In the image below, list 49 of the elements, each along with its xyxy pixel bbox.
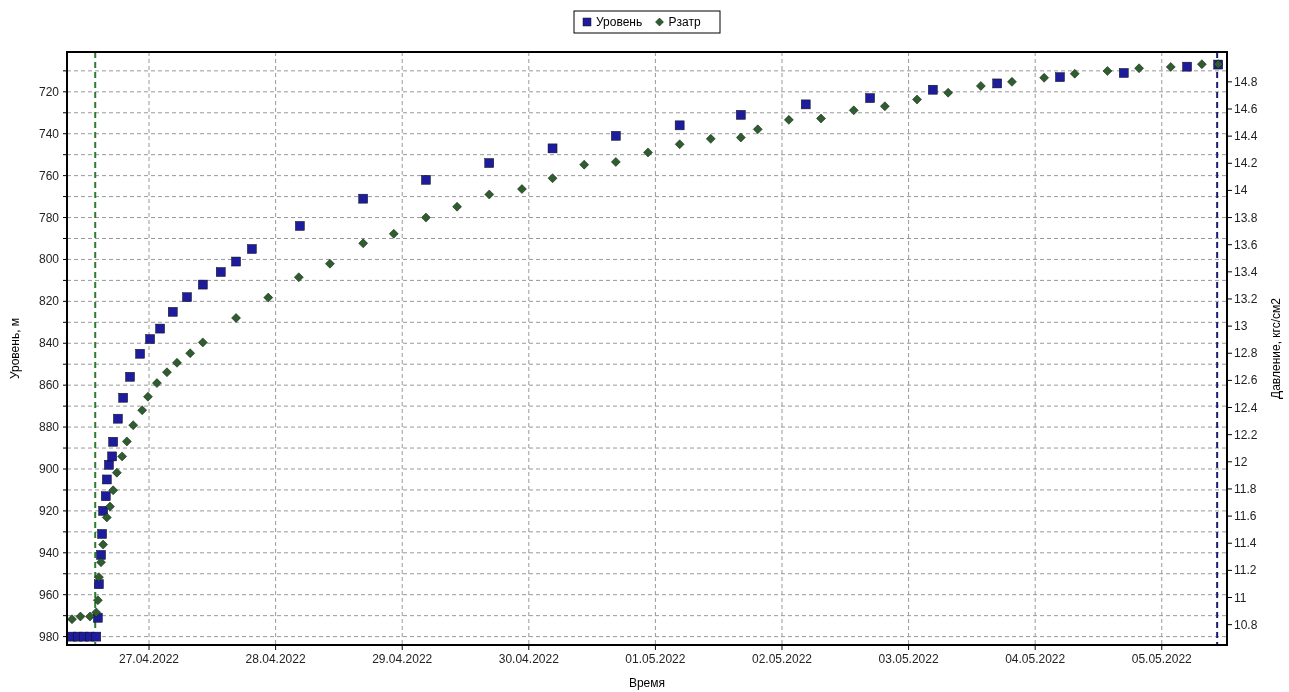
y-tick-label: 860	[38, 378, 60, 393]
legend-label: Рзатр	[668, 15, 701, 29]
y2-axis-title: Давление, кгс/см2	[1269, 297, 1283, 399]
x-tick-label: 28.04.2022	[245, 652, 306, 666]
y-tick-label: 900	[38, 461, 60, 476]
y2-tick-label: 12.4	[1234, 400, 1258, 415]
y-tick-label: 720	[38, 84, 60, 99]
y-tick-label: 980	[38, 629, 60, 644]
y2-tick-label: 13.2	[1234, 291, 1258, 306]
y-tick-label: 880	[38, 420, 60, 435]
x-axis-title: Время	[628, 676, 666, 690]
x-tick-label: 03.05.2022	[878, 652, 939, 666]
y-tick-label: 780	[38, 210, 60, 225]
y-tick-label: 940	[38, 545, 60, 560]
y2-tick-label: 12.6	[1234, 373, 1258, 388]
y2-tick-label: 12	[1234, 454, 1248, 469]
y2-tick-label: 11.6	[1234, 509, 1257, 524]
y2-tick-label: 13.8	[1234, 210, 1258, 225]
y2-tick-label: 12.2	[1234, 427, 1258, 442]
y-tick-label: 840	[38, 336, 60, 351]
x-tick-label: 05.05.2022	[1131, 652, 1193, 666]
y2-tick-label: 12.8	[1234, 346, 1258, 361]
y-tick-label: 920	[38, 503, 60, 518]
y2-tick-label: 14.8	[1234, 74, 1258, 89]
y-tick-label: 960	[38, 587, 60, 602]
y2-tick-label: 13	[1234, 319, 1248, 334]
y2-tick-label: 14.2	[1234, 156, 1258, 171]
y-tick-label: 820	[38, 294, 60, 309]
x-tick-label: 29.04.2022	[372, 652, 433, 666]
y2-tick-label: 11	[1234, 590, 1247, 605]
y2-tick-label: 14.6	[1234, 101, 1258, 116]
y2-tick-label: 11.4	[1234, 536, 1257, 551]
x-tick-label: 04.05.2022	[1005, 652, 1066, 666]
y2-tick-label: 10.8	[1234, 617, 1258, 632]
x-tick-label: 01.05.2022	[625, 652, 686, 666]
y2-tick-label: 13.6	[1234, 237, 1258, 252]
y2-tick-label: 13.4	[1234, 264, 1258, 279]
y-tick-label: 740	[38, 126, 60, 141]
y2-tick-label: 11.2	[1234, 563, 1257, 578]
y2-tick-label: 14	[1234, 183, 1248, 198]
y-tick-label: 800	[38, 252, 60, 267]
x-tick-label: 30.04.2022	[498, 652, 560, 666]
y-tick-label: 760	[38, 168, 60, 183]
x-tick-label: 27.04.2022	[118, 652, 180, 666]
legend-label: Уровень	[596, 15, 643, 29]
y2-tick-label: 14.4	[1234, 129, 1258, 144]
x-tick-label: 02.05.2022	[751, 652, 813, 666]
y2-tick-label: 11.8	[1234, 481, 1257, 496]
y-axis-title: Уровень, м	[8, 317, 22, 380]
